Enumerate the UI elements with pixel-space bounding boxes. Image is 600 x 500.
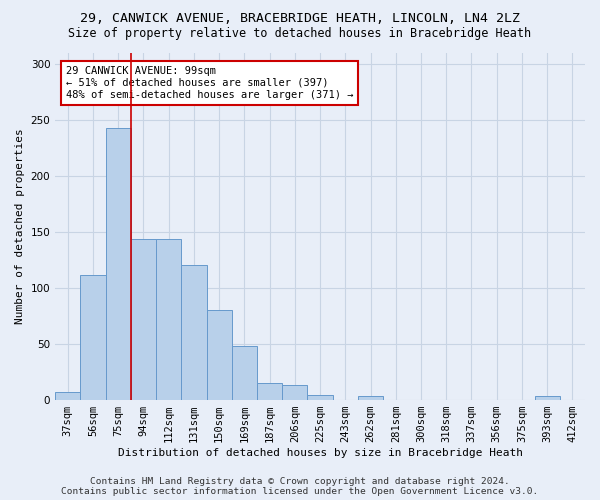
- Text: Size of property relative to detached houses in Bracebridge Heath: Size of property relative to detached ho…: [68, 28, 532, 40]
- Bar: [358, 396, 383, 400]
- Y-axis label: Number of detached properties: Number of detached properties: [15, 128, 25, 324]
- Bar: [307, 395, 332, 400]
- Text: 29, CANWICK AVENUE, BRACEBRIDGE HEATH, LINCOLN, LN4 2LZ: 29, CANWICK AVENUE, BRACEBRIDGE HEATH, L…: [80, 12, 520, 26]
- Bar: [55, 392, 80, 400]
- X-axis label: Distribution of detached houses by size in Bracebridge Heath: Distribution of detached houses by size …: [118, 448, 523, 458]
- Bar: [282, 385, 307, 400]
- Bar: [206, 310, 232, 400]
- Text: 29 CANWICK AVENUE: 99sqm
← 51% of detached houses are smaller (397)
48% of semi-: 29 CANWICK AVENUE: 99sqm ← 51% of detach…: [66, 66, 353, 100]
- Text: Contains public sector information licensed under the Open Government Licence v3: Contains public sector information licen…: [61, 487, 539, 496]
- Bar: [535, 396, 560, 400]
- Bar: [156, 240, 181, 400]
- Bar: [232, 346, 257, 400]
- Bar: [131, 240, 156, 400]
- Text: Contains HM Land Registry data © Crown copyright and database right 2024.: Contains HM Land Registry data © Crown c…: [90, 477, 510, 486]
- Bar: [106, 128, 131, 400]
- Bar: [80, 276, 106, 400]
- Bar: [181, 265, 206, 400]
- Bar: [257, 383, 282, 400]
